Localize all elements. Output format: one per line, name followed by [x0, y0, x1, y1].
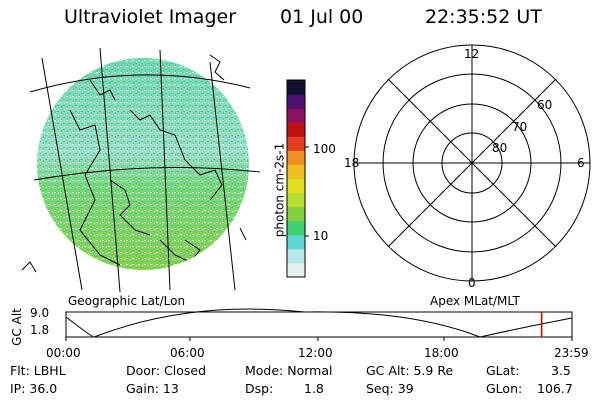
geographic-caption: Geographic Lat/Lon [68, 294, 186, 308]
status-gc-alt: GC Alt: 5.9 Re [366, 363, 454, 378]
altitude-plot [65, 308, 573, 341]
status-mode: Mode: Normal [245, 363, 333, 378]
status-seq: Seq: 39 [366, 381, 414, 396]
colorbar [286, 79, 309, 278]
alt-ylabel: GC Alt [9, 308, 24, 346]
status-dsp-label: Dsp: [245, 381, 274, 396]
date-label: 01 Jul 00 [280, 6, 364, 28]
status-glat-value: 3.5 [551, 363, 571, 378]
mlat-label-80: 80 [492, 141, 508, 155]
alt-xtick-0000: 00:00 [46, 346, 81, 360]
alt-xtick-2359: 23:59 [554, 346, 589, 360]
mlat-label-70: 70 [512, 120, 528, 134]
colorbar-swatch [287, 136, 305, 151]
colorbar-swatch [287, 220, 305, 236]
mlat-label-60: 60 [537, 98, 553, 112]
colorbar-border [286, 79, 306, 278]
alt-ytick-high: 9.0 [30, 306, 50, 320]
status-glon-value: 106.7 [537, 381, 573, 396]
status-ip: IP: 36.0 [10, 381, 58, 396]
instrument-title: Ultraviolet Imager [64, 6, 237, 28]
colorbar-swatch [287, 248, 305, 264]
status-glon-label: GLon: [486, 381, 523, 396]
colorbar-swatch [287, 122, 305, 137]
colorbar-unit-label: photon cm-2s-1 [272, 142, 287, 238]
colorbar-swatch [287, 150, 305, 165]
status-gain: Gain: 13 [126, 381, 179, 396]
geographic-image [21, 47, 261, 293]
time-label: 22:35:52 UT [425, 6, 542, 28]
polar-grid [353, 44, 591, 282]
mlt-label-12: 12 [464, 47, 480, 61]
status-flt: Flt: LBHL [10, 363, 66, 378]
alt-xtick-1200: 12:00 [298, 346, 333, 360]
colorbar-swatch [287, 178, 305, 194]
mlt-label-18: 18 [344, 156, 360, 170]
colorbar-swatch [287, 262, 305, 278]
alt-xtick-0600: 06:00 [170, 346, 205, 360]
alt-xtick-1800: 18:00 [424, 346, 459, 360]
colorbar-swatch [287, 80, 305, 95]
colorbar-swatch [287, 234, 305, 250]
colorbar-tick-100: 100 [313, 142, 336, 156]
mlt-label-0: 0 [468, 276, 476, 290]
status-glat-label: GLat: [486, 363, 520, 378]
colorbar-swatch [287, 206, 305, 222]
alt-ytick-low: 1.8 [30, 323, 50, 337]
mlt-label-6: 6 [577, 156, 585, 170]
status-door: Door: Closed [126, 363, 207, 378]
colorbar-swatch [287, 108, 305, 123]
colorbar-swatch [287, 94, 305, 109]
status-dsp-value: 1.8 [304, 381, 324, 396]
colorbar-tick-10: 10 [313, 229, 329, 243]
colorbar-swatch [287, 164, 305, 179]
polar-caption: Apex MLat/MLT [430, 294, 520, 308]
colorbar-swatch [287, 192, 305, 208]
